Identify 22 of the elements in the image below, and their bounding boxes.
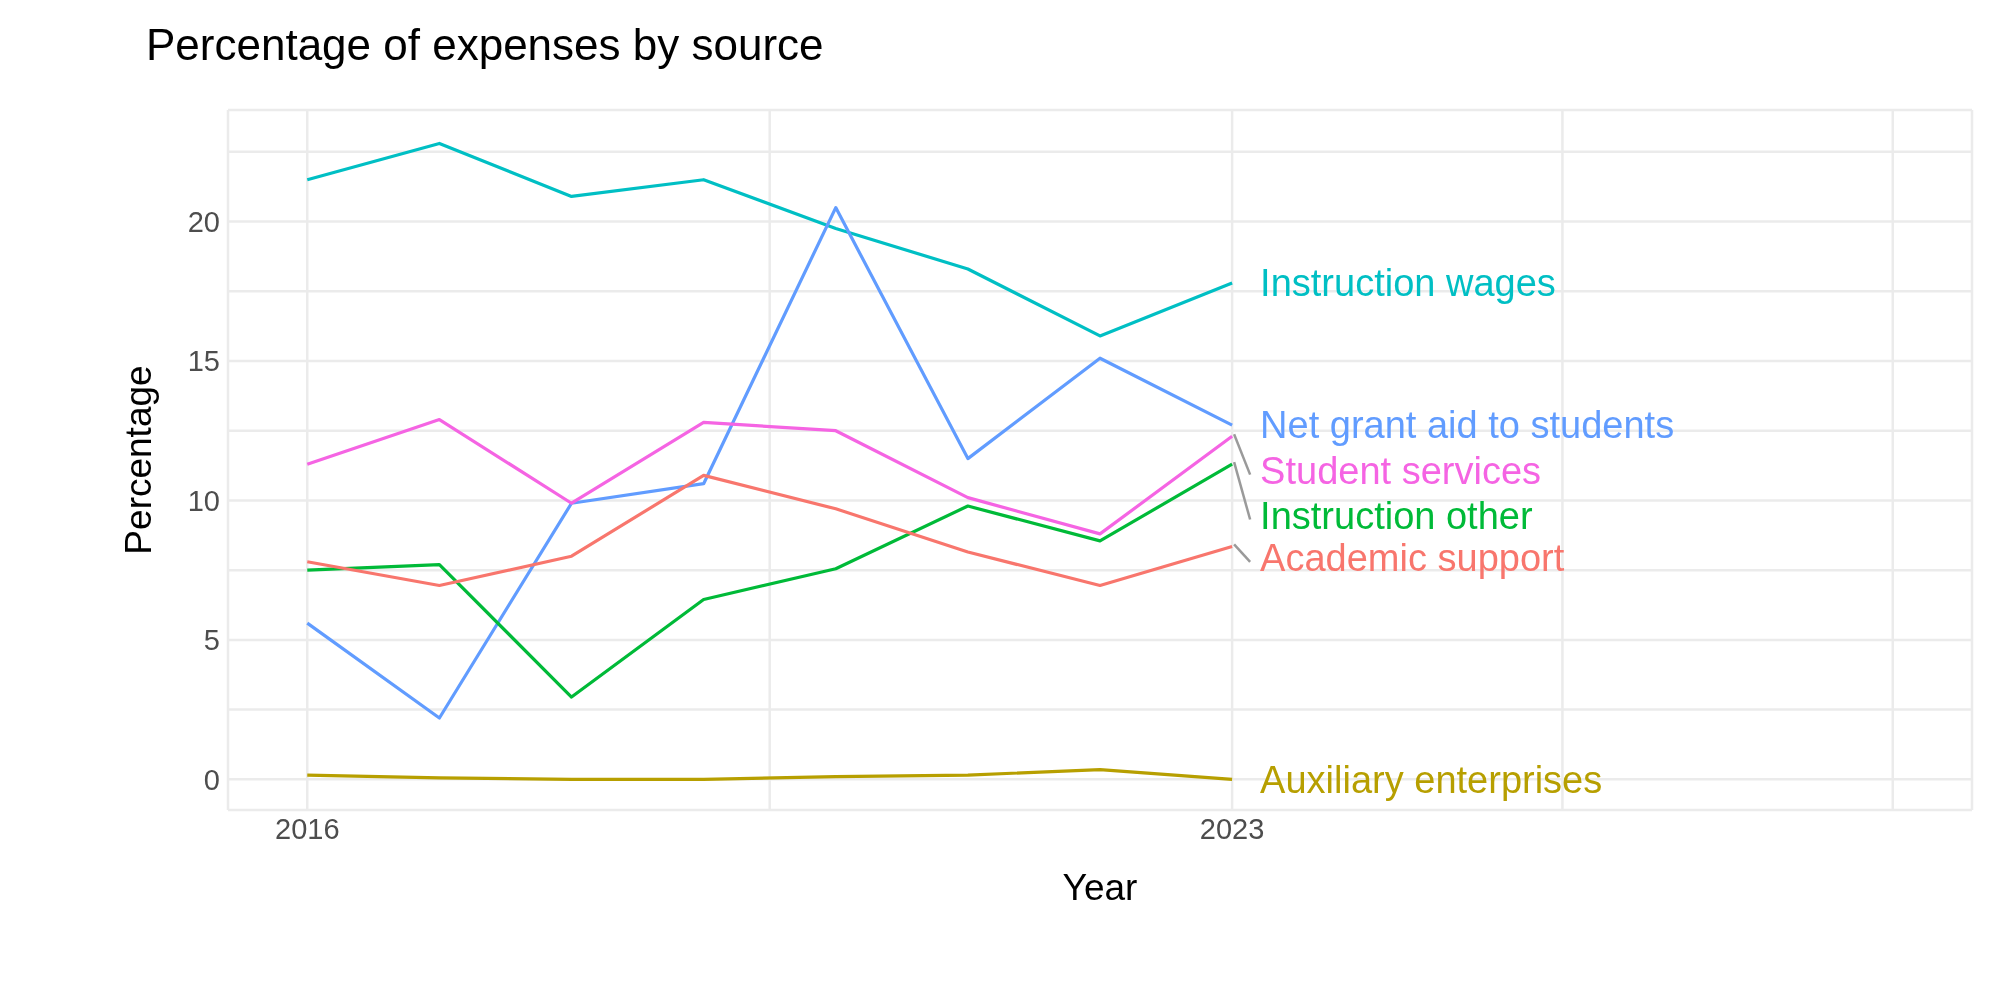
series-label: Auxiliary enterprises xyxy=(1260,758,1603,801)
line-series xyxy=(305,462,1234,699)
y-axis-title: Percentage xyxy=(118,365,160,555)
series-label: Student services xyxy=(1260,449,1542,492)
x-axis-title: Year xyxy=(1062,867,1138,908)
line-series xyxy=(305,141,1234,338)
x-tick-label: 2023 xyxy=(1199,812,1265,845)
y-tick-label: 5 xyxy=(203,624,220,657)
y-tick-label: 10 xyxy=(187,484,220,517)
line-series xyxy=(305,206,1234,720)
y-tick-label: 20 xyxy=(187,205,220,238)
series-label: Instruction wages xyxy=(1260,262,1556,305)
line-series xyxy=(305,473,1234,588)
series-label: Instruction other xyxy=(1260,494,1533,537)
x-tick-label: 2016 xyxy=(275,812,340,845)
chart-title: Percentage of expenses by source xyxy=(145,19,825,71)
line-series xyxy=(305,767,1234,781)
series-label: Net grant aid to students xyxy=(1260,404,1675,447)
y-tick-label: 0 xyxy=(203,763,220,796)
y-tick-label: 15 xyxy=(187,345,220,378)
line-series xyxy=(305,417,1234,536)
series-label: Academic support xyxy=(1260,537,1565,580)
